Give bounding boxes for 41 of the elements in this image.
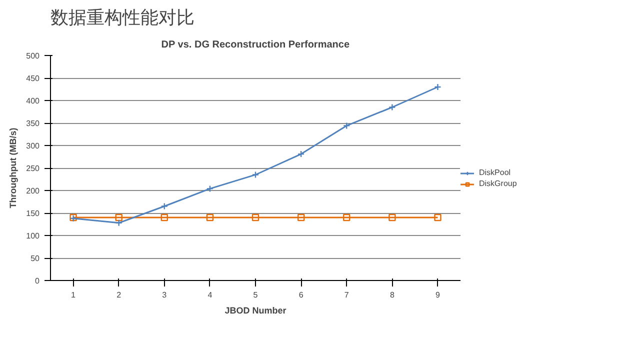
x-tick-label: 7 bbox=[344, 290, 350, 300]
y-tick-label: 0 bbox=[35, 276, 40, 286]
chart-title: 数据重构性能对比 bbox=[50, 8, 194, 28]
y-tick-label: 50 bbox=[30, 254, 40, 263]
point bbox=[115, 219, 122, 226]
point bbox=[206, 214, 214, 222]
y-tick-label: 450 bbox=[26, 74, 40, 83]
point bbox=[388, 214, 396, 222]
chart-subtitle: DP vs. DG Reconstruction Performance bbox=[161, 40, 350, 50]
point bbox=[206, 185, 214, 192]
y-axis-title: Throughput (MB/s) bbox=[8, 128, 18, 208]
x-tick-label: 1 bbox=[71, 290, 76, 300]
point bbox=[252, 214, 260, 222]
point bbox=[434, 214, 442, 222]
x-tick-label: 8 bbox=[390, 290, 395, 300]
x-tick-label: 5 bbox=[253, 290, 258, 300]
y-tick-label: 500 bbox=[26, 52, 40, 60]
point bbox=[160, 202, 168, 210]
point bbox=[160, 214, 168, 222]
point bbox=[297, 214, 305, 222]
x-tick-label: 4 bbox=[208, 290, 213, 300]
y-tick-label: 200 bbox=[26, 186, 40, 196]
x-tick-label: 6 bbox=[298, 290, 304, 300]
point bbox=[252, 171, 260, 178]
legend-label: DiskPool bbox=[479, 168, 511, 177]
y-tick-label: 350 bbox=[26, 119, 40, 128]
point bbox=[297, 150, 305, 158]
x-tick-label: 2 bbox=[116, 290, 122, 300]
y-tick-label: 100 bbox=[26, 232, 40, 240]
y-tick-label: 300 bbox=[26, 142, 40, 150]
point bbox=[115, 214, 122, 222]
point bbox=[343, 122, 350, 130]
y-tick-label: 400 bbox=[26, 96, 40, 106]
x-tick-label: 9 bbox=[436, 290, 440, 300]
x-tick-label: 3 bbox=[162, 290, 168, 300]
legend-label: DiskGroup bbox=[479, 179, 517, 188]
x-axis-title: JBOD Number bbox=[224, 306, 287, 316]
point bbox=[388, 104, 396, 111]
y-tick-label: 150 bbox=[26, 209, 40, 218]
point bbox=[343, 214, 350, 222]
y-tick-label: 250 bbox=[26, 164, 40, 173]
